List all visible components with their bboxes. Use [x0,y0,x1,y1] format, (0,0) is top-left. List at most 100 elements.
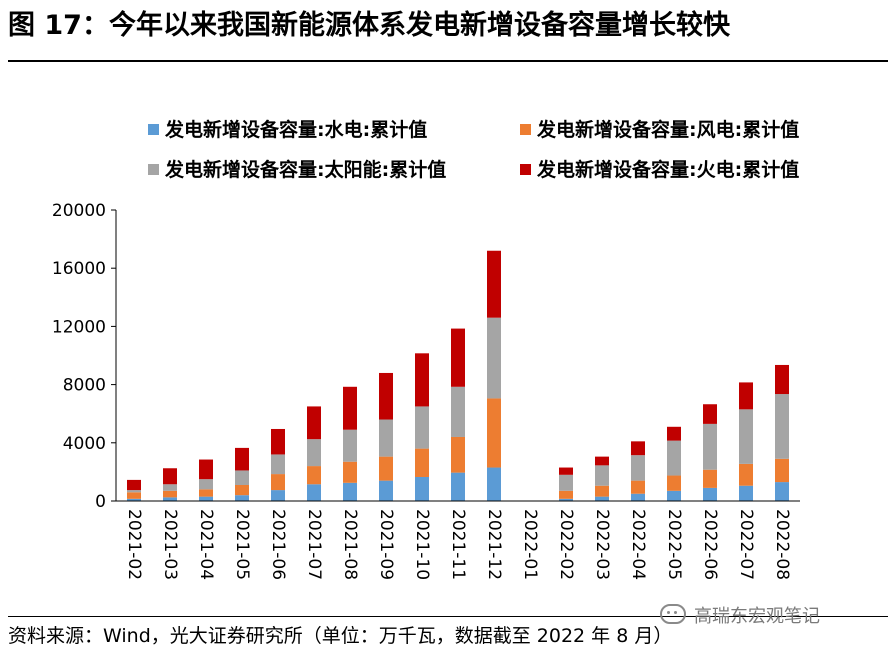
bar-segment [199,459,213,480]
bar-segment [739,382,753,410]
y-tick-label: 0 [95,492,106,512]
legend-label: 发电新增设备容量:太阳能:累计值 [164,158,446,181]
bar-segment [451,328,465,387]
bar-segment [127,490,141,493]
bar-segment [703,469,717,488]
bar-segment [667,426,681,441]
y-tick-label: 12000 [52,317,106,337]
x-tick-label: 2022-03 [592,509,612,580]
bar-segment [559,467,573,475]
bar-segment [235,484,249,496]
bar-segment [163,468,177,485]
x-tick-label: 2021-06 [268,509,288,580]
bar-segment [127,498,141,501]
x-tick-label: 2021-03 [160,509,180,580]
watermark-text: 高瑞东宏观笔记 [694,606,820,627]
source-divider [8,616,888,617]
chart-legend: 发电新增设备容量:水电:累计值 发电新增设备容量:风电:累计值发电新增设备容量:太… [148,118,799,181]
bar-segment [559,490,573,499]
bar-segment [127,492,141,499]
bar-segment [739,463,753,486]
bar-segment [379,480,393,501]
x-tick-label: 2022-01 [520,509,540,580]
bar-segment [559,474,573,491]
bar-segment [775,482,789,501]
bar-segment [775,394,789,459]
bar-segment [703,487,717,501]
bar-segment [703,404,717,424]
bar-segment [595,485,609,497]
x-tick-label: 2021-07 [304,509,324,580]
watermark: 高瑞东宏观笔记 [660,604,820,630]
bar-segment [307,466,321,485]
x-tick-label: 2021-04 [196,509,216,580]
bar-segment [703,423,717,470]
y-tick-label: 20000 [52,201,106,221]
bar-segment [487,467,501,501]
bar-segment [631,493,645,501]
bar-segment [631,455,645,481]
source-note: 资料来源：Wind，光大证券研究所（单位：万千瓦，数据截至 2022 年 8 月… [8,625,673,647]
legend-label: 发电新增设备容量:水电:累计值 [164,118,427,141]
bar-segment [307,484,321,501]
x-tick-label: 2021-10 [412,509,432,580]
bar-segment [667,490,681,501]
y-tick-label: 4000 [63,434,106,454]
bar-segment [667,475,681,491]
bar-segment [199,479,213,490]
bar-segment [631,441,645,456]
bar-segment [343,386,357,430]
legend-swatch [520,124,531,135]
bar-segment [343,482,357,501]
bar-segment [559,498,573,501]
legend-label: 发电新增设备容量:火电:累计值 [536,158,799,181]
bar-segment [415,353,429,407]
x-tick-label: 2022-02 [556,509,576,580]
x-tick-label: 2021-05 [232,509,252,580]
bar-segment [595,496,609,501]
bar-segment [235,470,249,485]
bar-segment [739,485,753,501]
x-tick-label: 2021-02 [124,509,144,580]
x-tick-label: 2021-08 [340,509,360,580]
bar-segment [235,495,249,501]
bar-segment [451,386,465,437]
x-tick-label: 2021-12 [484,509,504,580]
x-tick-label: 2021-09 [376,509,396,580]
bar-segment [739,409,753,464]
bar-segment [775,458,789,483]
bar-segment [271,490,285,501]
bar-segment [775,364,789,395]
bar-segment [199,489,213,497]
x-tick-label: 2022-05 [664,509,684,580]
legend-swatch [148,164,159,175]
bar-segment [379,419,393,457]
y-tick-label: 16000 [52,259,106,279]
bar-segment [415,476,429,501]
bar-segment [631,480,645,494]
bar-series-group [127,250,789,501]
bar-segment [163,490,177,498]
bar-segment [487,250,501,318]
bar-segment [163,484,177,491]
legend-label: 发电新增设备容量:风电:累计值 [536,118,799,141]
bar-segment [595,456,609,466]
bar-segment [415,448,429,477]
wechat-icon [660,604,686,624]
x-tick-label: 2022-04 [628,509,648,580]
x-axis: 2021-02 2021-03 2021-04 2021-05 2021-06 2021-… [116,500,800,580]
legend-swatch [148,124,159,135]
bar-segment [379,372,393,420]
figure-title: 图 17：今年以来我国新能源体系发电新增设备容量增长较快 [8,10,730,41]
bar-segment [487,398,501,468]
bar-segment [271,454,285,475]
bar-segment [451,472,465,501]
bar-segment [595,465,609,486]
bar-segment [307,439,321,467]
y-tick-label: 8000 [63,376,106,396]
x-tick-label: 2021-11 [448,509,468,580]
bar-segment [199,496,213,501]
title-divider [8,60,888,62]
y-axis: 0 4000 8000 12000 16000 20000 [52,201,117,512]
bar-segment [343,461,357,483]
